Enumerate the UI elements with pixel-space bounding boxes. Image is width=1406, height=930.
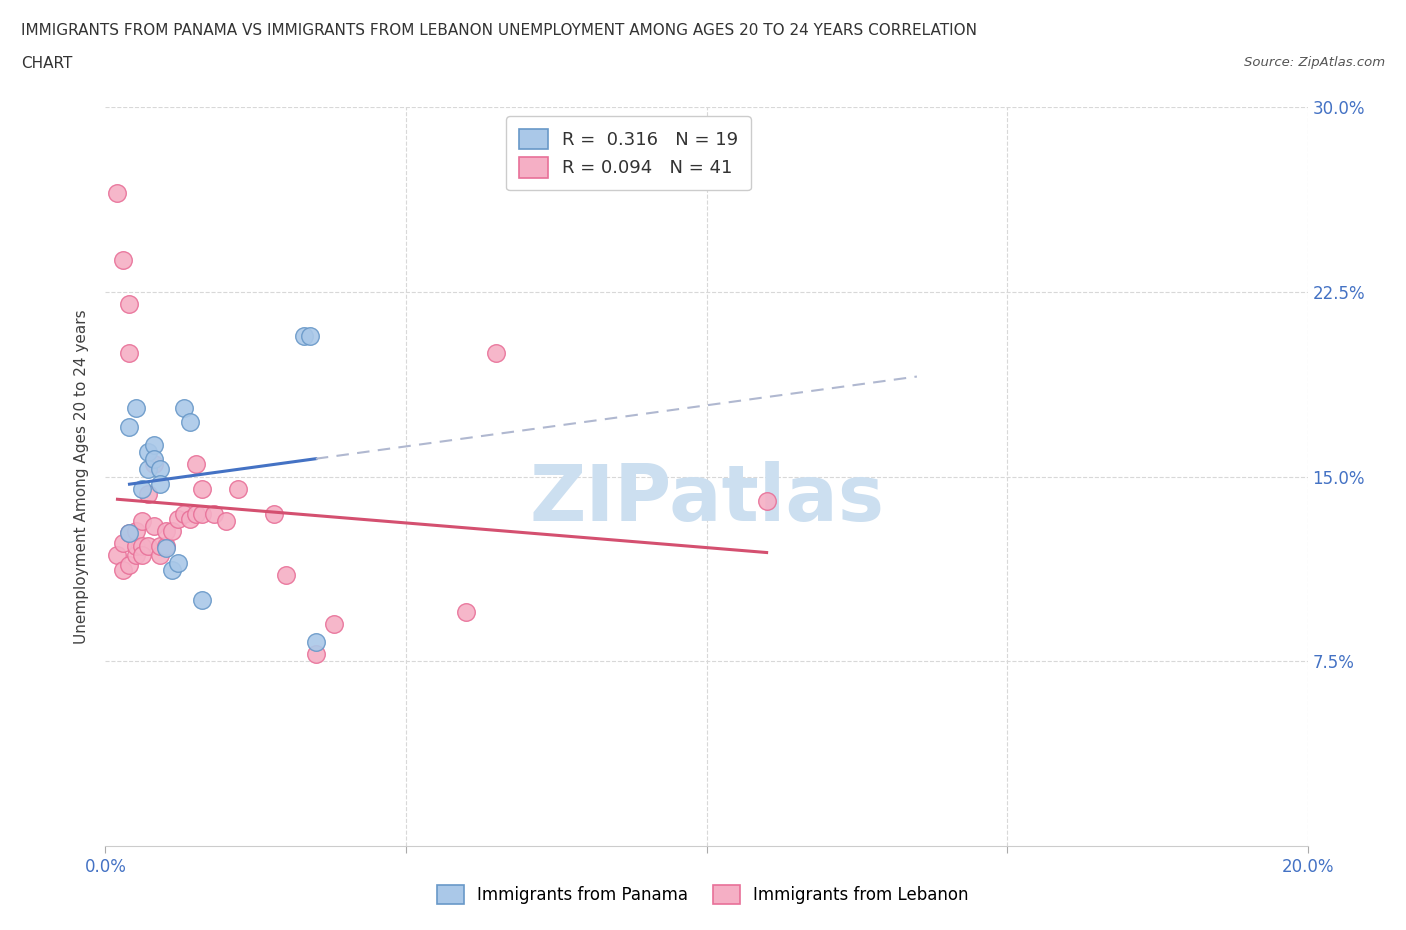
Point <box>136 538 159 553</box>
Point <box>298 328 321 343</box>
Point <box>160 563 183 578</box>
Point <box>112 252 135 267</box>
Point <box>274 567 297 582</box>
Point <box>190 506 212 521</box>
Point <box>184 506 207 521</box>
Point <box>124 538 146 553</box>
Point <box>148 462 170 477</box>
Point <box>179 512 201 526</box>
Point <box>124 400 146 415</box>
Point <box>166 512 188 526</box>
Point <box>124 548 146 563</box>
Point <box>112 536 135 551</box>
Y-axis label: Unemployment Among Ages 20 to 24 years: Unemployment Among Ages 20 to 24 years <box>75 310 90 644</box>
Point <box>142 452 165 467</box>
Point <box>118 420 141 435</box>
Point <box>160 524 183 538</box>
Point <box>118 297 141 312</box>
Point <box>173 400 195 415</box>
Point <box>124 524 146 538</box>
Point <box>202 506 225 521</box>
Point <box>263 506 285 521</box>
Point <box>136 445 159 459</box>
Point <box>155 540 177 555</box>
Point <box>148 548 170 563</box>
Point <box>142 519 165 534</box>
Point <box>131 538 153 553</box>
Point <box>179 415 201 430</box>
Point <box>454 604 477 619</box>
Legend: Immigrants from Panama, Immigrants from Lebanon: Immigrants from Panama, Immigrants from … <box>429 876 977 912</box>
Point <box>305 646 328 661</box>
Point <box>214 513 236 528</box>
Point <box>485 346 508 361</box>
Point <box>142 437 165 452</box>
Point <box>173 506 195 521</box>
Point <box>305 634 328 649</box>
Point <box>118 525 141 540</box>
Point <box>131 482 153 497</box>
Point <box>112 563 135 578</box>
Text: ZIPatlas: ZIPatlas <box>529 460 884 537</box>
Point <box>184 457 207 472</box>
Point <box>322 618 344 632</box>
Legend: R =  0.316   N = 19, R = 0.094   N = 41: R = 0.316 N = 19, R = 0.094 N = 41 <box>506 116 751 191</box>
Point <box>226 482 249 497</box>
Point <box>107 186 129 201</box>
Point <box>190 482 212 497</box>
Point <box>155 538 177 553</box>
Point <box>118 525 141 540</box>
Point <box>131 548 153 563</box>
Point <box>118 346 141 361</box>
Point <box>148 476 170 491</box>
Text: IMMIGRANTS FROM PANAMA VS IMMIGRANTS FROM LEBANON UNEMPLOYMENT AMONG AGES 20 TO : IMMIGRANTS FROM PANAMA VS IMMIGRANTS FRO… <box>21 23 977 38</box>
Point <box>107 548 129 563</box>
Point <box>136 486 159 501</box>
Point <box>155 524 177 538</box>
Point <box>136 462 159 477</box>
Point <box>292 328 315 343</box>
Text: Source: ZipAtlas.com: Source: ZipAtlas.com <box>1244 56 1385 69</box>
Text: CHART: CHART <box>21 56 73 71</box>
Point <box>166 555 188 570</box>
Point <box>118 558 141 573</box>
Point <box>142 457 165 472</box>
Point <box>148 538 170 553</box>
Point <box>755 494 778 509</box>
Point <box>131 513 153 528</box>
Point <box>190 592 212 607</box>
